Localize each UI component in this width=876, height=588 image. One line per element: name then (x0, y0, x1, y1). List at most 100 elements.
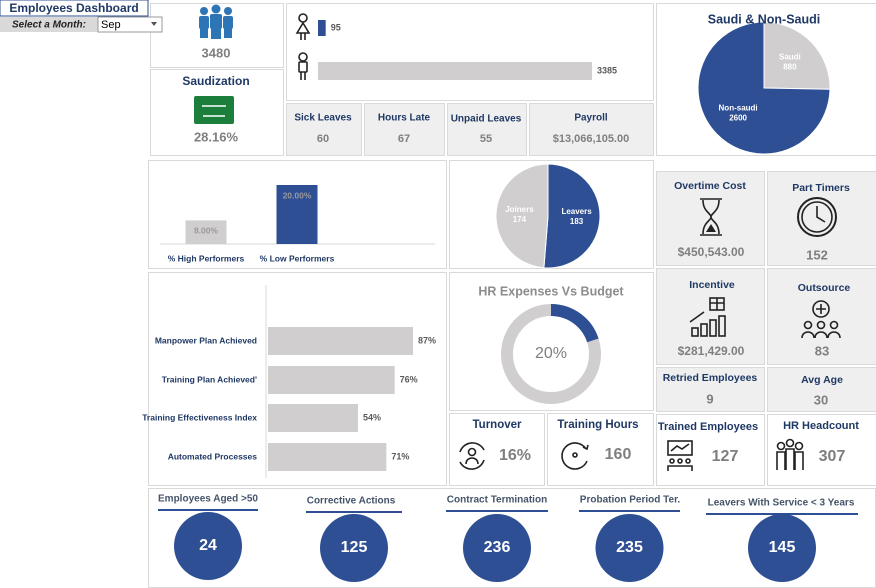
training-icon (667, 440, 693, 471)
kpi-value: $281,429.00 (678, 344, 745, 358)
kpi-title: Probation Period Ter. (580, 495, 681, 506)
kpi-title: Avg Age (801, 374, 843, 386)
bar (268, 327, 413, 355)
kpi-title: Outsource (798, 282, 851, 294)
bar (318, 62, 592, 80)
kpi-value: 55 (480, 133, 492, 145)
dropdown-arrow[interactable] (151, 22, 157, 26)
title-box (0, 0, 149, 17)
bar (268, 404, 358, 432)
category-label: Automated Processes (168, 451, 258, 461)
kpi-title: Sick Leaves (294, 113, 352, 124)
female-icon (295, 13, 311, 40)
slice-value: 880 (783, 63, 797, 72)
incentive-icon (689, 297, 726, 337)
value-label: 3385 (597, 65, 617, 75)
hours-icon (561, 442, 589, 470)
kpi-title: Part Timers (792, 182, 850, 194)
hourglass-icon (700, 198, 722, 236)
kpi-value: 125 (341, 539, 368, 556)
kpi-circle (174, 512, 242, 580)
kpi-value: 236 (484, 539, 511, 556)
slice-label: Joiners (505, 205, 534, 214)
kpi-title: Unpaid Leaves (451, 114, 522, 125)
kpi-title: Contract Termination (447, 495, 547, 506)
kpi-circle (748, 514, 816, 582)
kpi-title: Employees Aged >50 (158, 494, 258, 505)
slice-label: Saudi (779, 53, 801, 62)
kpi-value: 152 (806, 247, 828, 262)
tiles (148, 3, 876, 588)
tile (767, 171, 876, 266)
month-value[interactable]: Sep (101, 19, 121, 31)
category-label: Training Effectiveness Index (142, 412, 257, 422)
kpi-title: Trained Employees (658, 421, 758, 433)
category-label: Manpower Plan Achieved (155, 335, 257, 345)
tile (656, 268, 765, 365)
kpi-value: $13,066,105.00 (553, 133, 629, 145)
kpi-value: 160 (605, 446, 632, 463)
slice-label: Non-saudi (719, 104, 758, 113)
kpi-value: 127 (712, 448, 739, 465)
kpi-circle (595, 514, 664, 582)
kpi-value: 83 (815, 343, 829, 358)
bar (185, 220, 227, 244)
kpi-title: Turnover (473, 419, 523, 431)
hr-icon (776, 438, 804, 470)
chart-title: HR Expenses Vs Budget (478, 284, 624, 298)
value-label: 8.00% (194, 226, 219, 236)
category-label: % Low Performers (260, 253, 335, 263)
kpi-title: Hours Late (378, 113, 431, 124)
hourglass-sand (706, 224, 716, 232)
kpi-value: 9 (706, 391, 713, 406)
bar (268, 443, 387, 471)
kpi-title: Payroll (574, 113, 608, 124)
slice-value: 2600 (729, 114, 747, 123)
pie-slice (543, 163, 601, 269)
slice-label: Leavers (561, 207, 592, 216)
pie-slice (495, 163, 549, 269)
month-dropdown[interactable] (97, 16, 163, 33)
slice-value: 183 (570, 217, 584, 226)
donut-label: 20% (535, 345, 567, 362)
tile (529, 103, 654, 156)
tile (449, 272, 654, 411)
turnover-icon (459, 442, 485, 470)
value-label: 95 (331, 22, 341, 32)
tile (286, 3, 654, 101)
bottom-kpis: Employees Aged >50 24 Corrective Actions 12… (158, 494, 858, 582)
flag-detail (202, 105, 226, 117)
kpi-title: Retried Employees (663, 372, 758, 384)
slice-value: 174 (513, 215, 527, 224)
tile (447, 103, 527, 156)
chart-title: Saudi & Non-Saudi (708, 12, 821, 26)
kpi-value: 30 (814, 392, 828, 407)
headcount-value: 3480 (202, 45, 231, 60)
flag-icon (194, 96, 234, 124)
male-icon (298, 52, 308, 80)
category-label: % High Performers (168, 253, 245, 263)
kpi-value: 60 (317, 133, 329, 145)
kpi-circle (320, 514, 388, 582)
bar (268, 366, 395, 394)
kpi-title: Training Hours (557, 419, 638, 431)
pie-slice (697, 21, 831, 155)
pie-slice (763, 21, 831, 90)
kpi-value: $450,543.00 (678, 245, 745, 259)
kpi-value: 16% (499, 447, 531, 464)
kpi-value: 307 (819, 448, 846, 465)
value-label: 54% (363, 412, 381, 422)
kpi-value: 24 (199, 537, 217, 554)
kpi-title: Incentive (689, 279, 735, 291)
kpi-circle (463, 514, 531, 582)
dashboard-title: Employees Dashboard (9, 1, 138, 15)
clock-icon (797, 197, 837, 237)
kpi-title: HR Headcount (783, 420, 859, 432)
value-label: 87% (418, 335, 436, 345)
kpi-value: 28.16% (194, 129, 239, 144)
bar (318, 20, 326, 36)
tile (364, 103, 445, 156)
tile (286, 103, 362, 156)
